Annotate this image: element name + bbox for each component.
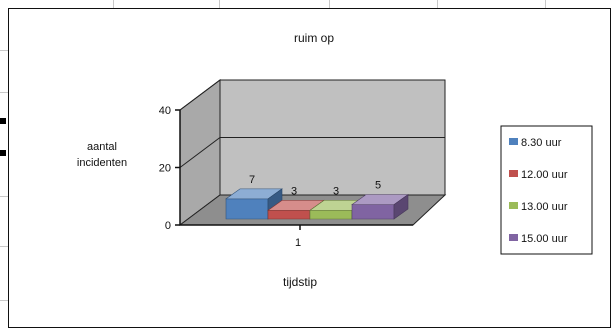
legend-swatch: [509, 170, 518, 177]
chart-title: ruim op: [294, 31, 334, 45]
y-tick-label: 40: [159, 105, 171, 117]
row-divider: [0, 196, 8, 197]
bar-front: [351, 204, 395, 220]
spreadsheet-column-divider: [329, 0, 330, 8]
legend-label: 8.30 uur: [521, 137, 562, 149]
data-label: 3: [333, 185, 339, 197]
data-label: 3: [291, 185, 297, 197]
legend-box: [500, 125, 593, 255]
spreadsheet-column-divider: [437, 0, 438, 8]
row-divider: [0, 246, 8, 247]
legend-swatch: [509, 138, 518, 145]
row-divider: [0, 300, 8, 301]
x-tick-label: 1: [295, 237, 301, 249]
row-divider: [0, 50, 8, 51]
bar-side: [393, 194, 409, 220]
y-axis-label-line-2: incidenten: [77, 157, 127, 169]
legend-swatch: [509, 234, 518, 241]
legend[interactable]: 8.30 uur 12.00 uur 13.00 uur 15.00 uur: [500, 125, 593, 255]
legend-item[interactable]: 8.30 uur: [509, 137, 562, 149]
data-label: 5: [375, 180, 381, 192]
y-tick-label: 20: [159, 163, 171, 175]
y-tick-label: 0: [165, 220, 171, 232]
spreadsheet-column-divider: [219, 0, 220, 8]
y-axis-label-line-1: aantal: [87, 141, 117, 153]
bar-front: [225, 198, 269, 220]
bar-8-30-uur[interactable]: 7: [225, 174, 283, 220]
data-label: 7: [249, 174, 255, 186]
bar-front: [309, 210, 353, 220]
selection-handle[interactable]: [0, 150, 6, 156]
legend-item[interactable]: 15.00 uur: [509, 233, 568, 245]
gridline: [179, 79, 445, 111]
legend-item[interactable]: 12.00 uur: [509, 169, 568, 181]
bar-front: [267, 210, 311, 220]
legend-item[interactable]: 13.00 uur: [509, 201, 568, 213]
spreadsheet-column-divider: [113, 0, 114, 8]
spreadsheet-header-strip: [0, 0, 614, 8]
legend-label: 13.00 uur: [521, 201, 568, 213]
legend-swatch: [509, 202, 518, 209]
x-axis-label: tijdstip: [283, 275, 317, 289]
bar-15-00-uur[interactable]: 5: [351, 180, 409, 220]
spreadsheet-column-divider: [545, 0, 546, 8]
legend-label: 15.00 uur: [521, 233, 568, 245]
gridline: [179, 137, 445, 168]
selection-handle[interactable]: [0, 118, 6, 124]
row-divider: [0, 92, 8, 93]
legend-label: 12.00 uur: [521, 169, 568, 181]
